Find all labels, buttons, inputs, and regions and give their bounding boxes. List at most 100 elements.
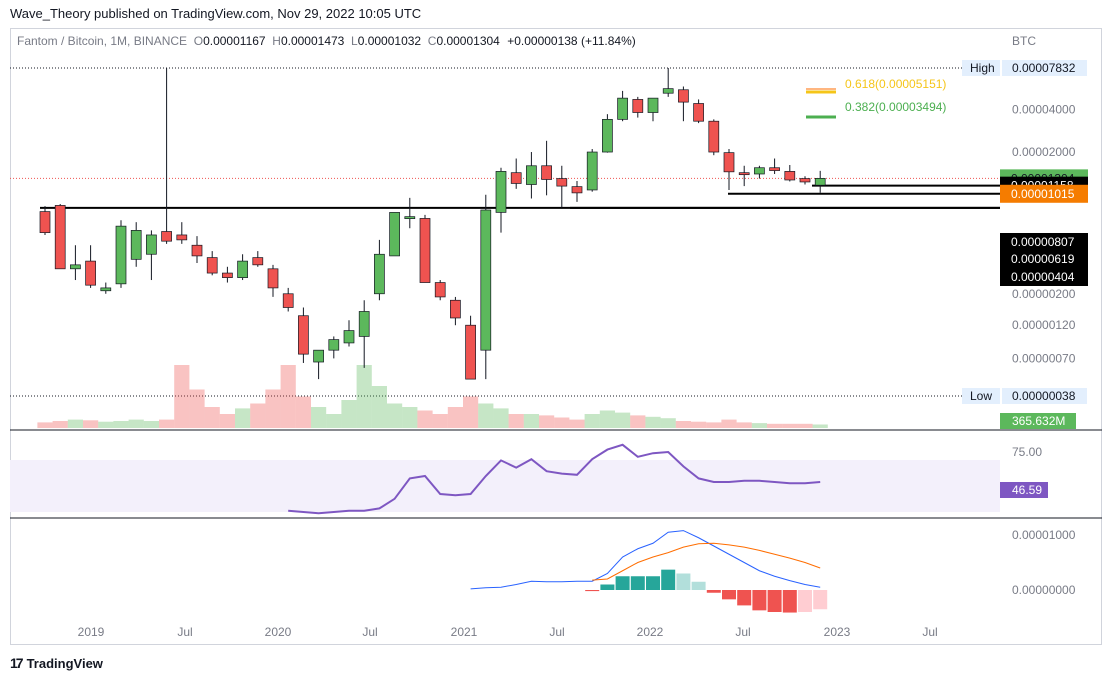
volume-bar bbox=[326, 414, 342, 428]
volume-bar bbox=[432, 414, 448, 428]
candle-body bbox=[617, 97, 628, 120]
price-tick: 0.00000120 bbox=[1012, 318, 1076, 332]
volume-bar bbox=[599, 410, 615, 428]
high-value: 0.00001473 bbox=[280, 34, 345, 48]
volume-bar bbox=[660, 418, 676, 428]
macd-histogram-bar bbox=[646, 576, 660, 590]
volume-bar bbox=[37, 422, 53, 428]
price-label-bg bbox=[1000, 233, 1088, 251]
candle-body bbox=[586, 151, 598, 191]
open-label: O bbox=[193, 34, 204, 48]
candle-body bbox=[176, 234, 188, 241]
macd-line bbox=[470, 530, 821, 590]
macd-histogram-bar bbox=[615, 576, 630, 590]
candle-body bbox=[723, 152, 735, 173]
time-axis-label: 2020 bbox=[265, 625, 292, 639]
price-label-bg bbox=[1000, 268, 1088, 286]
volume-bar bbox=[554, 417, 570, 428]
candle-body bbox=[39, 211, 51, 233]
macd-histogram-bar bbox=[722, 590, 736, 600]
candle-body bbox=[754, 167, 765, 175]
candle-body bbox=[738, 172, 750, 176]
candle-body bbox=[358, 311, 370, 337]
volume-bar bbox=[341, 400, 357, 428]
candle-body bbox=[252, 257, 264, 266]
candle-body bbox=[146, 234, 157, 255]
volume-bar bbox=[675, 421, 691, 428]
volume-bar bbox=[295, 396, 311, 428]
volume-bar bbox=[67, 419, 83, 428]
candle-body bbox=[541, 165, 552, 180]
time-axis-label: Jul bbox=[362, 625, 377, 639]
price-label: 0.00000404 bbox=[1011, 270, 1075, 284]
volume-bar bbox=[371, 386, 387, 428]
volume-bar bbox=[645, 416, 661, 428]
volume-bar bbox=[523, 414, 539, 428]
volume-bar bbox=[356, 365, 372, 428]
candle-body bbox=[389, 212, 400, 257]
candle-body bbox=[100, 287, 112, 292]
candle-body bbox=[602, 119, 613, 153]
price-tick: 0.00000200 bbox=[1012, 287, 1076, 301]
volume-bar bbox=[508, 414, 524, 428]
candle-body bbox=[678, 89, 689, 103]
candle-body bbox=[662, 88, 674, 94]
rsi-band bbox=[10, 460, 1000, 512]
candle-body bbox=[465, 324, 476, 380]
candle-body bbox=[480, 209, 492, 351]
macd-histogram-bar bbox=[737, 590, 752, 606]
marker-label-bg bbox=[962, 60, 1000, 76]
volume-label: 365.632M bbox=[1012, 414, 1065, 428]
candle-body bbox=[130, 230, 142, 260]
tradingview-logo-icon: 17 bbox=[10, 655, 24, 671]
candle-body bbox=[556, 178, 568, 187]
volume-bar bbox=[387, 403, 403, 428]
macd-histogram-bar bbox=[798, 590, 812, 612]
candle-body bbox=[206, 257, 218, 274]
volume-bar bbox=[204, 407, 220, 428]
candle-body bbox=[191, 244, 203, 257]
symbol-title: Fantom / Bitcoin, 1M, BINANCE bbox=[17, 34, 188, 48]
volume-bar bbox=[736, 422, 752, 428]
volume-bar bbox=[797, 423, 813, 428]
candle-body bbox=[784, 171, 796, 181]
rsi-value: 46.59 bbox=[1012, 483, 1042, 497]
candle-body bbox=[328, 339, 340, 351]
volume-bar bbox=[615, 412, 631, 428]
marker-value: 0.00000038 bbox=[1012, 389, 1076, 403]
candle-body bbox=[115, 225, 127, 285]
price-tick: 0.00002000 bbox=[1012, 145, 1076, 159]
candle-body bbox=[495, 171, 507, 213]
candle-body bbox=[85, 260, 96, 286]
candle-body bbox=[267, 268, 279, 289]
candle-body bbox=[374, 253, 385, 295]
chart-frame bbox=[10, 28, 1102, 645]
candle-body bbox=[54, 205, 66, 270]
rsi-line bbox=[288, 443, 821, 515]
volume-bar bbox=[250, 403, 266, 428]
marker-label: Low bbox=[970, 389, 992, 403]
candle-body bbox=[814, 178, 826, 186]
volume-bar bbox=[569, 419, 585, 428]
change-value: +0.00000138 (+11.84%) bbox=[507, 34, 636, 48]
volume-bar bbox=[767, 423, 783, 428]
volume-bar bbox=[189, 389, 205, 428]
candle-body bbox=[298, 315, 309, 355]
candle-body bbox=[222, 272, 233, 278]
volume-bar bbox=[706, 422, 722, 428]
volume-bar bbox=[280, 365, 296, 428]
volume-bar bbox=[751, 423, 767, 428]
low-value: 0.00001032 bbox=[357, 34, 422, 48]
candle-body bbox=[237, 260, 248, 278]
macd-tick: 0.00001000 bbox=[1012, 528, 1076, 542]
high-label: H bbox=[272, 34, 281, 48]
candle-body bbox=[526, 165, 537, 185]
macd-histogram-bar bbox=[585, 590, 600, 592]
tradingview-logo[interactable]: 17 TradingView bbox=[10, 655, 103, 671]
price-label: 0.00000807 bbox=[1011, 235, 1075, 249]
candle-body bbox=[434, 282, 446, 298]
macd-histogram-bar bbox=[782, 590, 797, 613]
fib-label: 0.382(0.00003494) bbox=[845, 100, 946, 114]
macd-signal-line bbox=[592, 542, 821, 581]
